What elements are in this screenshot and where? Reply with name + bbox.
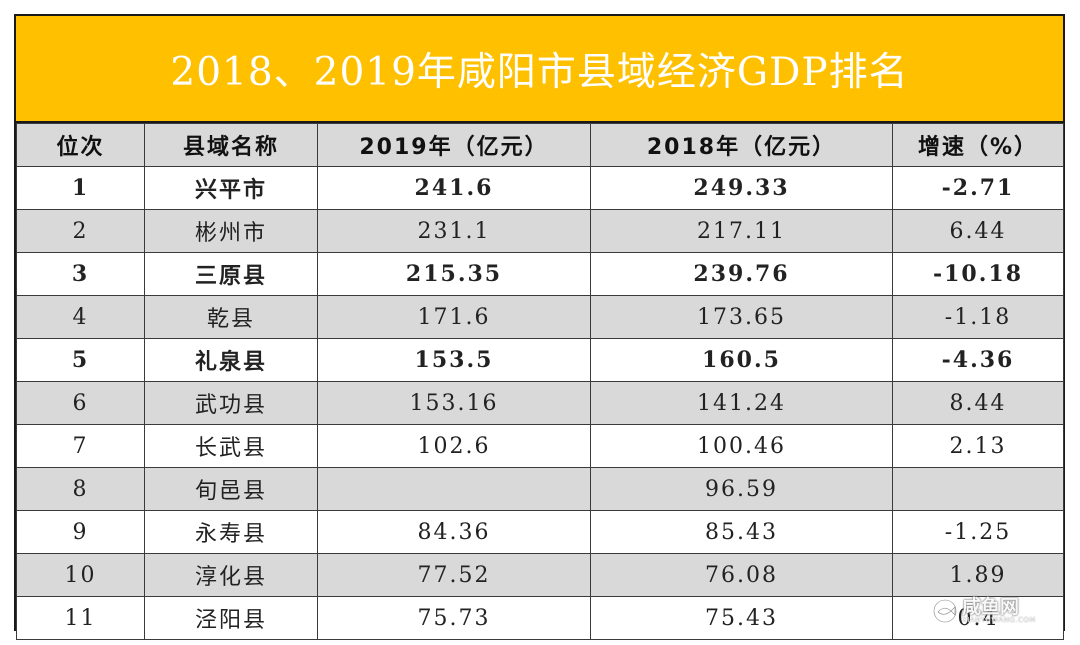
- cell-growth: -1.18: [892, 295, 1064, 339]
- table-row: 2 彬州市 231.1 217.11 6.44: [16, 209, 1064, 253]
- cell-county: 旬邑县: [144, 467, 318, 511]
- cell-county: 乾县: [144, 295, 318, 339]
- cell-growth: 2.13: [892, 424, 1064, 468]
- cell-county: 泾阳县: [144, 596, 318, 640]
- cell-rank: 3: [16, 252, 145, 296]
- column-header-gdp-2018: 2018年（亿元）: [590, 123, 893, 167]
- cell-gdp-2019: 84.36: [317, 510, 591, 554]
- table-row: 9 永寿县 84.36 85.43 -1.25: [16, 510, 1064, 554]
- table-row: 8 旬邑县 96.59: [16, 467, 1064, 511]
- cell-growth: -4.36: [892, 338, 1064, 382]
- cell-rank: 4: [16, 295, 145, 339]
- cell-growth: 6.44: [892, 209, 1064, 253]
- gdp-ranking-table: 位次 县域名称 2019年（亿元） 2018年（亿元） 增速（%） 1 兴平市 24…: [16, 123, 1064, 640]
- cell-gdp-2018: 75.43: [590, 596, 893, 640]
- cell-gdp-2019: 102.6: [317, 424, 591, 468]
- table-row: 6 武功县 153.16 141.24 8.44: [16, 381, 1064, 425]
- cell-growth: [892, 467, 1064, 511]
- cell-rank: 1: [16, 166, 145, 210]
- cell-growth: -10.18: [892, 252, 1064, 296]
- cell-rank: 6: [16, 381, 145, 425]
- cell-gdp-2018: 76.08: [590, 553, 893, 597]
- cell-gdp-2018: 239.76: [590, 252, 893, 296]
- cell-county: 淳化县: [144, 553, 318, 597]
- cell-gdp-2018: 100.46: [590, 424, 893, 468]
- cell-growth: 1.89: [892, 553, 1064, 597]
- cell-gdp-2019: 241.6: [317, 166, 591, 210]
- cell-growth: 8.44: [892, 381, 1064, 425]
- cell-gdp-2019: 153.5: [317, 338, 591, 382]
- cell-gdp-2018: 160.5: [590, 338, 893, 382]
- column-header-county: 县域名称: [144, 123, 318, 167]
- cell-gdp-2018: 217.11: [590, 209, 893, 253]
- table-row: 3 三原县 215.35 239.76 -10.18: [16, 252, 1064, 296]
- cell-gdp-2019: 153.16: [317, 381, 591, 425]
- gdp-ranking-sheet: 2018、2019年咸阳市县域经济GDP排名 位次 县域名称 2019年（亿元）…: [14, 14, 1065, 640]
- cell-gdp-2018: 249.33: [590, 166, 893, 210]
- cell-rank: 7: [16, 424, 145, 468]
- cell-county: 永寿县: [144, 510, 318, 554]
- title-bar: 2018、2019年咸阳市县域经济GDP排名: [16, 16, 1063, 123]
- table-row: 11 泾阳县 75.73 75.43 0.4: [16, 596, 1064, 640]
- table-row: 4 乾县 171.6 173.65 -1.18: [16, 295, 1064, 339]
- table-row: 1 兴平市 241.6 249.33 -2.71: [16, 166, 1064, 210]
- cell-county: 武功县: [144, 381, 318, 425]
- cell-county: 兴平市: [144, 166, 318, 210]
- cell-gdp-2018: 96.59: [590, 467, 893, 511]
- cell-county: 三原县: [144, 252, 318, 296]
- table-row: 10 淳化县 77.52 76.08 1.89: [16, 553, 1064, 597]
- column-header-growth: 增速（%）: [892, 123, 1064, 167]
- cell-rank: 9: [16, 510, 145, 554]
- cell-gdp-2018: 173.65: [590, 295, 893, 339]
- cell-gdp-2019: 77.52: [317, 553, 591, 597]
- cell-gdp-2019: 75.73: [317, 596, 591, 640]
- table-header-row: 位次 县域名称 2019年（亿元） 2018年（亿元） 增速（%）: [16, 123, 1064, 167]
- cell-county: 礼泉县: [144, 338, 318, 382]
- cell-county: 长武县: [144, 424, 318, 468]
- cell-rank: 11: [16, 596, 145, 640]
- cell-growth: -1.25: [892, 510, 1064, 554]
- cell-gdp-2018: 85.43: [590, 510, 893, 554]
- cell-gdp-2019: 215.35: [317, 252, 591, 296]
- cell-gdp-2019: [317, 467, 591, 511]
- cell-rank: 10: [16, 553, 145, 597]
- page-title: 2018、2019年咸阳市县域经济GDP排名: [170, 49, 909, 95]
- table-row: 5 礼泉县 153.5 160.5 -4.36: [16, 338, 1064, 382]
- cell-rank: 2: [16, 209, 145, 253]
- column-header-gdp-2019: 2019年（亿元）: [317, 123, 591, 167]
- column-header-rank: 位次: [16, 123, 145, 167]
- cell-gdp-2019: 231.1: [317, 209, 591, 253]
- cell-gdp-2019: 171.6: [317, 295, 591, 339]
- cell-rank: 8: [16, 467, 145, 511]
- table-row: 7 长武县 102.6 100.46 2.13: [16, 424, 1064, 468]
- cell-growth: 0.4: [892, 596, 1064, 640]
- cell-county: 彬州市: [144, 209, 318, 253]
- cell-growth: -2.71: [892, 166, 1064, 210]
- cell-gdp-2018: 141.24: [590, 381, 893, 425]
- cell-rank: 5: [16, 338, 145, 382]
